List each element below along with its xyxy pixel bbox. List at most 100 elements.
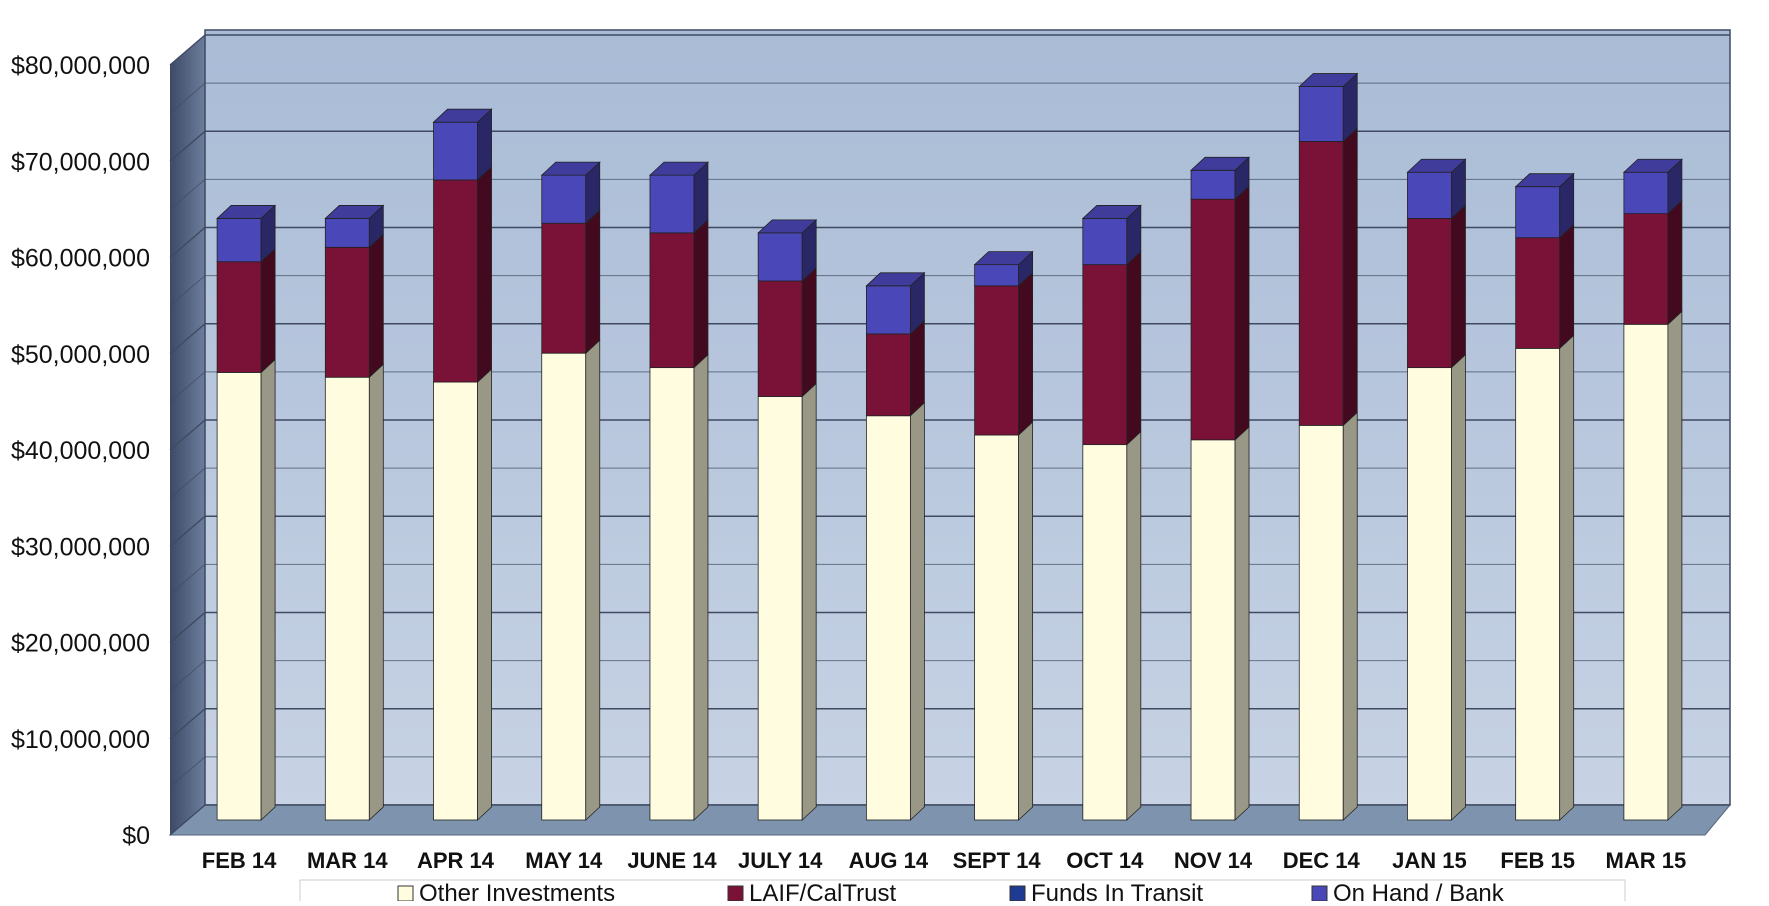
bar-segment bbox=[1298, 424, 1344, 821]
gridline-side bbox=[169, 34, 206, 66]
bar-segment-top bbox=[1298, 73, 1359, 87]
legend-swatch bbox=[397, 885, 414, 902]
bar-segment bbox=[1298, 141, 1344, 426]
bar-segment bbox=[1515, 237, 1561, 349]
bar-segment bbox=[433, 121, 478, 181]
bar-segment-top bbox=[1406, 158, 1467, 173]
bars bbox=[216, 72, 1683, 821]
bar-segment-side bbox=[368, 233, 384, 379]
bar-segment bbox=[433, 179, 478, 383]
bar-segment-side bbox=[801, 382, 817, 821]
x-tick-label: FEB 14 bbox=[202, 848, 277, 873]
bar-segment bbox=[1190, 169, 1236, 200]
legend-label: Other Investments bbox=[419, 880, 615, 901]
y-tick-label: $40,000,000 bbox=[11, 437, 150, 465]
bar-segment bbox=[1407, 367, 1452, 821]
gridline-side bbox=[169, 130, 206, 162]
x-tick-label: MAR 14 bbox=[307, 848, 388, 873]
floor bbox=[168, 804, 1732, 836]
x-tick-label: NOV 14 bbox=[1174, 848, 1253, 873]
gridline-minor-side bbox=[169, 563, 206, 595]
bar-segment bbox=[974, 434, 1020, 821]
bar-segment bbox=[324, 246, 370, 378]
x-tick-label: JAN 15 bbox=[1392, 848, 1467, 873]
bar-segment bbox=[216, 261, 262, 373]
bar-segment-side bbox=[693, 353, 709, 821]
legend-label: On Hand / Bank bbox=[1333, 880, 1505, 901]
y-tick-label: $20,000,000 bbox=[11, 630, 150, 658]
bar-segment-top bbox=[324, 205, 385, 219]
plot-background bbox=[168, 29, 1732, 836]
y-tick-label: $50,000,000 bbox=[11, 341, 150, 369]
bar-segment bbox=[757, 280, 803, 397]
bar-segment-side bbox=[1559, 223, 1575, 350]
gridline-side bbox=[169, 804, 206, 836]
bar-segment bbox=[433, 381, 478, 821]
bar-segment bbox=[1623, 171, 1669, 215]
bar-segment bbox=[1082, 218, 1128, 266]
bar-segment-side bbox=[1342, 127, 1358, 427]
gridline-side bbox=[169, 708, 206, 740]
bar-segment-top bbox=[216, 205, 277, 219]
y-tick-label: $0 bbox=[122, 822, 150, 850]
y-axis: $0 $10,000,000 $20,000,000 $30,000,000 $40,0… bbox=[11, 52, 150, 850]
x-tick-label: FEB 15 bbox=[1500, 848, 1575, 873]
bar-segment-side bbox=[1234, 425, 1250, 821]
bar-segment-side bbox=[260, 358, 276, 821]
bar-segment bbox=[216, 372, 262, 821]
x-tick-label: SEPT 14 bbox=[953, 848, 1042, 873]
y-tick-label: $60,000,000 bbox=[11, 245, 150, 273]
legend-swatch bbox=[1009, 885, 1026, 902]
bar-segment-side bbox=[909, 401, 925, 821]
y-tick-label: $80,000,000 bbox=[11, 52, 150, 80]
bar-segment-side bbox=[585, 339, 601, 821]
bar-segment bbox=[324, 376, 370, 821]
bar-segment bbox=[649, 232, 695, 369]
bar-segment bbox=[1190, 439, 1236, 821]
legend-swatch bbox=[727, 885, 744, 902]
bar-segment-side bbox=[477, 368, 492, 821]
legend: Other Investments LAIF/CalTrust Funds In T… bbox=[299, 879, 1626, 906]
bar-segment bbox=[865, 415, 911, 821]
gridline-minor-side bbox=[169, 467, 206, 499]
legend-label: Funds In Transit bbox=[1031, 880, 1203, 901]
gridline-side bbox=[169, 226, 206, 259]
bar-segment bbox=[1407, 171, 1452, 219]
bar-segment-top bbox=[973, 251, 1034, 266]
bar-segment bbox=[1298, 86, 1344, 142]
y-tick-label: $70,000,000 bbox=[11, 148, 150, 176]
gridline-side bbox=[169, 419, 206, 451]
y-tick-label: $10,000,000 bbox=[11, 726, 150, 754]
legend-label: LAIF/CalTrust bbox=[749, 880, 896, 901]
bar-segment bbox=[1515, 347, 1561, 821]
x-tick-label: MAY 14 bbox=[525, 848, 603, 873]
x-tick-label: APR 14 bbox=[417, 848, 495, 873]
bar-segment-side bbox=[1126, 250, 1142, 446]
bar-segment-side bbox=[1559, 334, 1575, 821]
bar-segment-side bbox=[260, 247, 276, 374]
gridline-minor-side bbox=[169, 660, 206, 692]
bar-segment-side bbox=[693, 218, 709, 369]
bar-segment-side bbox=[1018, 421, 1034, 821]
bar-segment-side bbox=[1667, 310, 1683, 821]
bar-segment bbox=[974, 285, 1020, 436]
bar-segment bbox=[324, 218, 370, 248]
legend-swatch bbox=[1311, 885, 1328, 902]
bar-segment-side bbox=[801, 267, 817, 398]
x-tick-label: JUNE 14 bbox=[627, 848, 717, 873]
x-tick-label: DEC 14 bbox=[1283, 848, 1361, 873]
bar-segment-top bbox=[1081, 205, 1142, 219]
bar-segment bbox=[541, 352, 587, 821]
bar-segment bbox=[865, 333, 911, 417]
bar-segment bbox=[541, 174, 587, 224]
bar-segment-side bbox=[368, 363, 384, 821]
bar-segment bbox=[1623, 213, 1669, 325]
x-tick-label: MAR 15 bbox=[1606, 848, 1687, 873]
bar-segment-top bbox=[540, 161, 601, 176]
gridline-minor-side bbox=[169, 756, 206, 788]
bar-segment bbox=[541, 222, 587, 354]
bar-segment bbox=[649, 367, 695, 821]
bar-segment bbox=[757, 396, 803, 821]
x-axis: FEB 14 MAR 14 APR 14 MAY 14 JUNE 14 JULY 14 AU… bbox=[202, 848, 1686, 873]
